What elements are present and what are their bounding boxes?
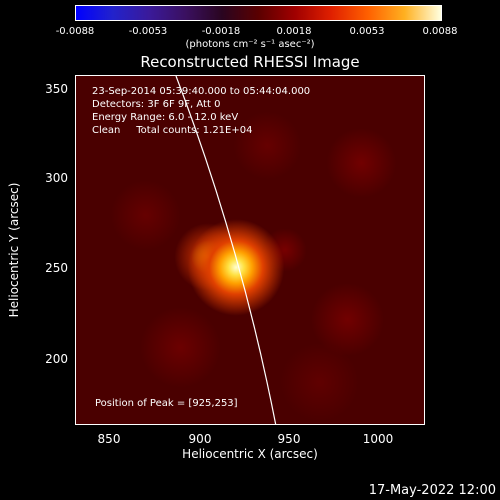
y-tick-label: 250 [45,261,68,275]
x-tick-label: 850 [97,432,121,446]
colorbar-tick: 0.0053 [349,26,385,37]
info-time-range: 23-Sep-2014 05:39:40.000 to 05:44:04.000 [92,86,311,97]
y-tick-label: 200 [45,352,68,366]
y-tick-label: 300 [45,171,68,185]
plot-title: Reconstructed RHESSI Image [140,53,360,71]
generation-timestamp: 17-May-2022 12:00 [368,483,496,498]
colorbar-tick: 0.0018 [276,26,312,37]
info-detectors: Detectors: 3F 6F 9F, Att 0 [92,99,221,110]
colorbar-tick: -0.0053 [128,26,168,37]
info-clean-counts: Clean Total counts: 1.21E+04 [92,125,253,136]
peak-position-label: Position of Peak = [925,253] [95,398,238,409]
rhessi-image-plot [75,75,425,425]
solar-limb-line [175,76,277,424]
info-energy-range: Energy Range: 6.0 - 12.0 keV [92,112,239,123]
x-axis-label: Heliocentric X (arcsec) [182,447,318,461]
solar-limb-overlay [175,76,277,424]
x-tick-label: 900 [188,432,212,446]
y-axis-label: Heliocentric Y (arcsec) [7,182,21,318]
colorbar [75,5,442,21]
colorbar-unit-label: (photons cm⁻² s⁻¹ asec⁻²) [185,39,315,50]
colorbar-tick: 0.0088 [422,26,458,37]
x-tick-label: 950 [277,432,301,446]
y-tick-label: 350 [45,82,68,96]
x-tick-label: 1000 [362,432,394,446]
colorbar-tick: -0.0088 [55,26,95,37]
colorbar-tick: -0.0018 [201,26,241,37]
